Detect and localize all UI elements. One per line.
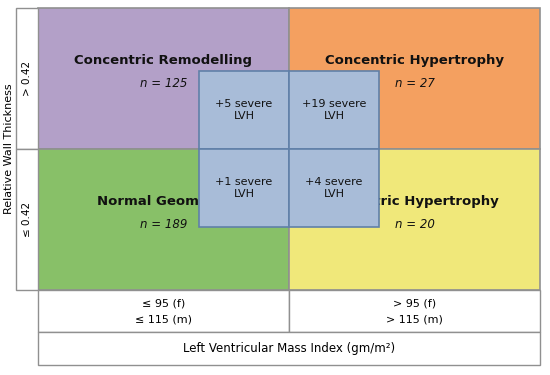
FancyBboxPatch shape xyxy=(38,8,289,149)
FancyBboxPatch shape xyxy=(199,71,289,149)
Text: > 0.42: > 0.42 xyxy=(22,61,32,96)
FancyBboxPatch shape xyxy=(38,332,540,365)
Text: +1 severe
LVH: +1 severe LVH xyxy=(216,177,273,199)
FancyBboxPatch shape xyxy=(289,8,540,149)
Text: > 115 (m): > 115 (m) xyxy=(386,315,443,325)
FancyBboxPatch shape xyxy=(289,290,540,332)
Text: > 95 (f): > 95 (f) xyxy=(393,299,436,309)
Text: Concentric Hypertrophy: Concentric Hypertrophy xyxy=(325,54,504,67)
Text: ≤ 95 (f): ≤ 95 (f) xyxy=(142,299,185,309)
Text: n = 27: n = 27 xyxy=(394,77,434,90)
Text: ≤ 115 (m): ≤ 115 (m) xyxy=(135,315,192,325)
FancyBboxPatch shape xyxy=(38,149,289,290)
Text: n = 125: n = 125 xyxy=(140,77,187,90)
FancyBboxPatch shape xyxy=(289,149,379,227)
Text: +19 severe
LVH: +19 severe LVH xyxy=(302,99,366,121)
Text: Concentric Remodelling: Concentric Remodelling xyxy=(74,54,252,67)
FancyBboxPatch shape xyxy=(16,8,38,149)
Text: Normal Geometry: Normal Geometry xyxy=(97,195,230,208)
Text: +4 severe
LVH: +4 severe LVH xyxy=(305,177,362,199)
FancyBboxPatch shape xyxy=(199,149,289,227)
Text: ≤ 0.42: ≤ 0.42 xyxy=(22,202,32,237)
FancyBboxPatch shape xyxy=(16,149,38,290)
Text: n = 189: n = 189 xyxy=(140,218,187,231)
Text: Left Ventricular Mass Index (gm/m²): Left Ventricular Mass Index (gm/m²) xyxy=(183,342,395,355)
Text: Relative Wall Thickness: Relative Wall Thickness xyxy=(4,84,14,214)
FancyBboxPatch shape xyxy=(289,71,379,149)
Text: Eccentric Hypertrophy: Eccentric Hypertrophy xyxy=(331,195,498,208)
Text: n = 20: n = 20 xyxy=(394,218,434,231)
FancyBboxPatch shape xyxy=(289,149,540,290)
Text: +5 severe
LVH: +5 severe LVH xyxy=(216,99,273,121)
FancyBboxPatch shape xyxy=(38,290,289,332)
